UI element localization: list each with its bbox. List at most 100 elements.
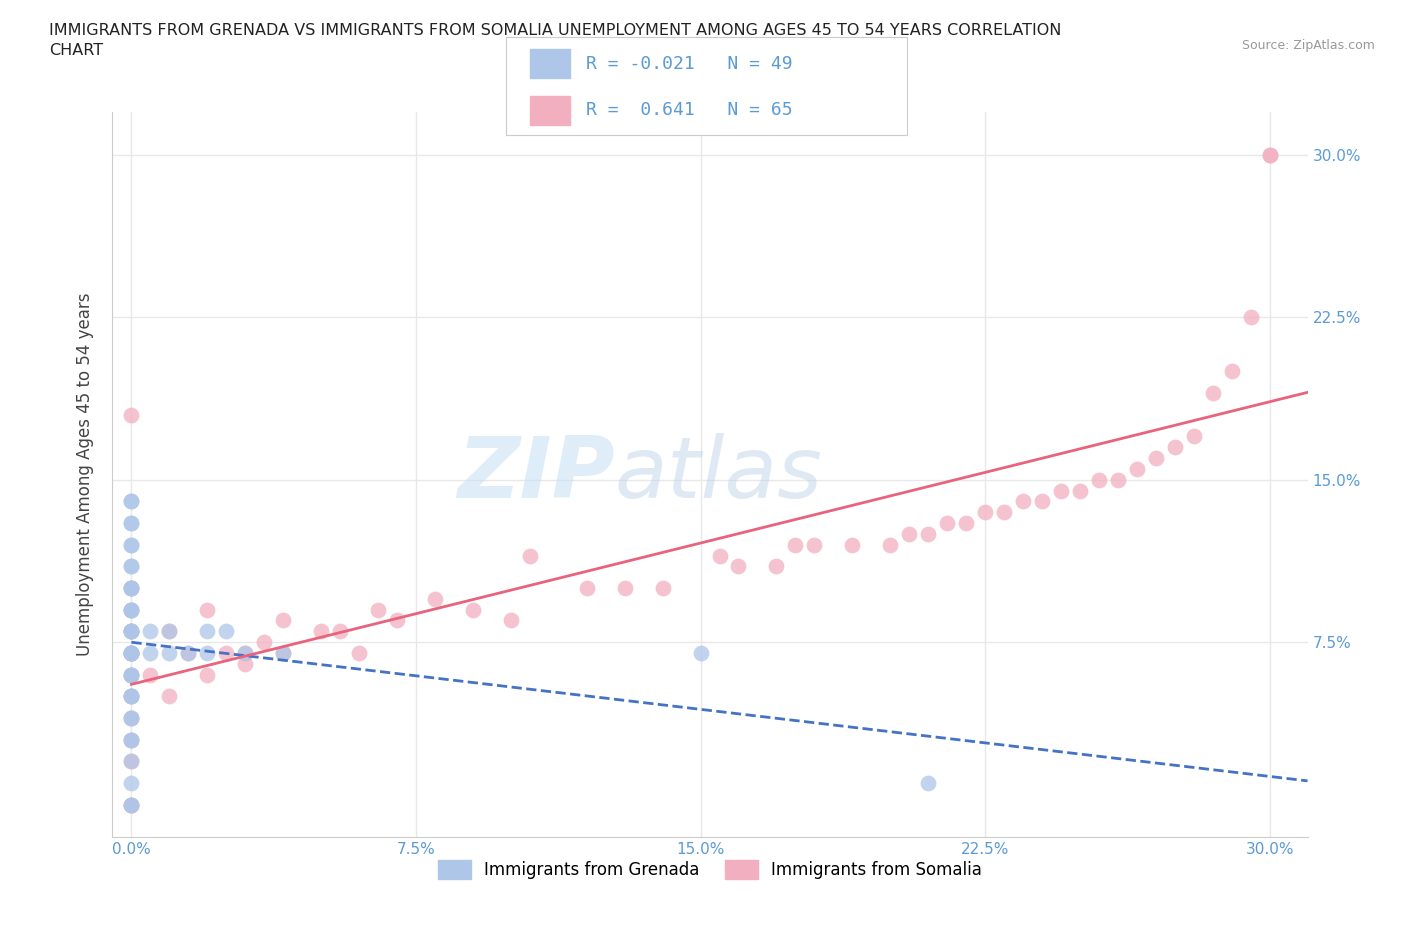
Text: IMMIGRANTS FROM GRENADA VS IMMIGRANTS FROM SOMALIA UNEMPLOYMENT AMONG AGES 45 TO: IMMIGRANTS FROM GRENADA VS IMMIGRANTS FR…	[49, 23, 1062, 58]
Text: R = -0.021   N = 49: R = -0.021 N = 49	[586, 55, 793, 73]
Point	[1240, 310, 1263, 325]
Point	[120, 645, 142, 660]
Point	[120, 645, 142, 660]
Text: R =  0.641   N = 65: R = 0.641 N = 65	[586, 101, 793, 119]
Point	[651, 580, 673, 595]
Point	[120, 624, 142, 639]
Text: Source: ZipAtlas.com: Source: ZipAtlas.com	[1241, 39, 1375, 52]
Point	[120, 538, 142, 552]
Point	[120, 667, 142, 682]
Point	[385, 613, 408, 628]
Point	[974, 505, 997, 520]
Point	[120, 645, 142, 660]
Point	[139, 667, 162, 682]
Point	[879, 538, 901, 552]
Point	[120, 732, 142, 747]
FancyBboxPatch shape	[530, 49, 571, 78]
Text: ZIP: ZIP	[457, 432, 614, 516]
Point	[120, 667, 142, 682]
Point	[785, 538, 807, 552]
Point	[329, 624, 352, 639]
Point	[120, 797, 142, 812]
Point	[120, 689, 142, 704]
Point	[139, 624, 162, 639]
Point	[120, 407, 142, 422]
Point	[139, 645, 162, 660]
Point	[120, 645, 142, 660]
Point	[120, 580, 142, 595]
Point	[195, 624, 218, 639]
Point	[1069, 483, 1091, 498]
Point	[917, 526, 939, 541]
Point	[1012, 494, 1035, 509]
Point	[120, 624, 142, 639]
Point	[1088, 472, 1111, 487]
Point	[309, 624, 332, 639]
Point	[233, 645, 256, 660]
Point	[157, 645, 180, 660]
Point	[367, 603, 389, 618]
Point	[120, 603, 142, 618]
Point	[120, 603, 142, 618]
Point	[1126, 461, 1149, 476]
Point	[120, 645, 142, 660]
Point	[423, 591, 446, 606]
Point	[271, 613, 294, 628]
Point	[120, 711, 142, 725]
Point	[575, 580, 598, 595]
Point	[120, 515, 142, 530]
Point	[157, 624, 180, 639]
Point	[461, 603, 484, 618]
Point	[120, 776, 142, 790]
Point	[120, 559, 142, 574]
Point	[1220, 364, 1243, 379]
Point	[1258, 148, 1281, 163]
Point	[195, 603, 218, 618]
FancyBboxPatch shape	[530, 96, 571, 126]
Point	[120, 645, 142, 660]
Point	[1164, 440, 1187, 455]
Point	[120, 754, 142, 769]
Point	[955, 515, 977, 530]
Point	[499, 613, 522, 628]
Point	[157, 689, 180, 704]
Point	[1258, 148, 1281, 163]
Point	[120, 732, 142, 747]
Point	[613, 580, 636, 595]
Point	[195, 667, 218, 682]
Point	[1182, 429, 1205, 444]
Point	[120, 538, 142, 552]
Point	[271, 645, 294, 660]
Point	[1031, 494, 1053, 509]
Point	[120, 624, 142, 639]
Point	[1107, 472, 1129, 487]
Point	[120, 494, 142, 509]
Point	[347, 645, 370, 660]
Point	[177, 645, 200, 660]
Point	[936, 515, 959, 530]
Point	[215, 645, 238, 660]
Point	[120, 603, 142, 618]
Point	[120, 797, 142, 812]
Point	[120, 603, 142, 618]
Point	[120, 667, 142, 682]
Point	[841, 538, 863, 552]
Text: atlas: atlas	[614, 432, 823, 516]
Point	[120, 559, 142, 574]
Point	[120, 711, 142, 725]
Point	[120, 580, 142, 595]
Point	[120, 797, 142, 812]
Point	[120, 797, 142, 812]
Point	[1144, 451, 1167, 466]
Point	[120, 580, 142, 595]
Point	[898, 526, 921, 541]
Point	[1202, 386, 1225, 401]
Point	[519, 548, 541, 563]
Point	[120, 732, 142, 747]
Point	[709, 548, 731, 563]
Point	[120, 667, 142, 682]
Point	[157, 624, 180, 639]
Point	[271, 645, 294, 660]
Point	[120, 580, 142, 595]
Point	[120, 645, 142, 660]
